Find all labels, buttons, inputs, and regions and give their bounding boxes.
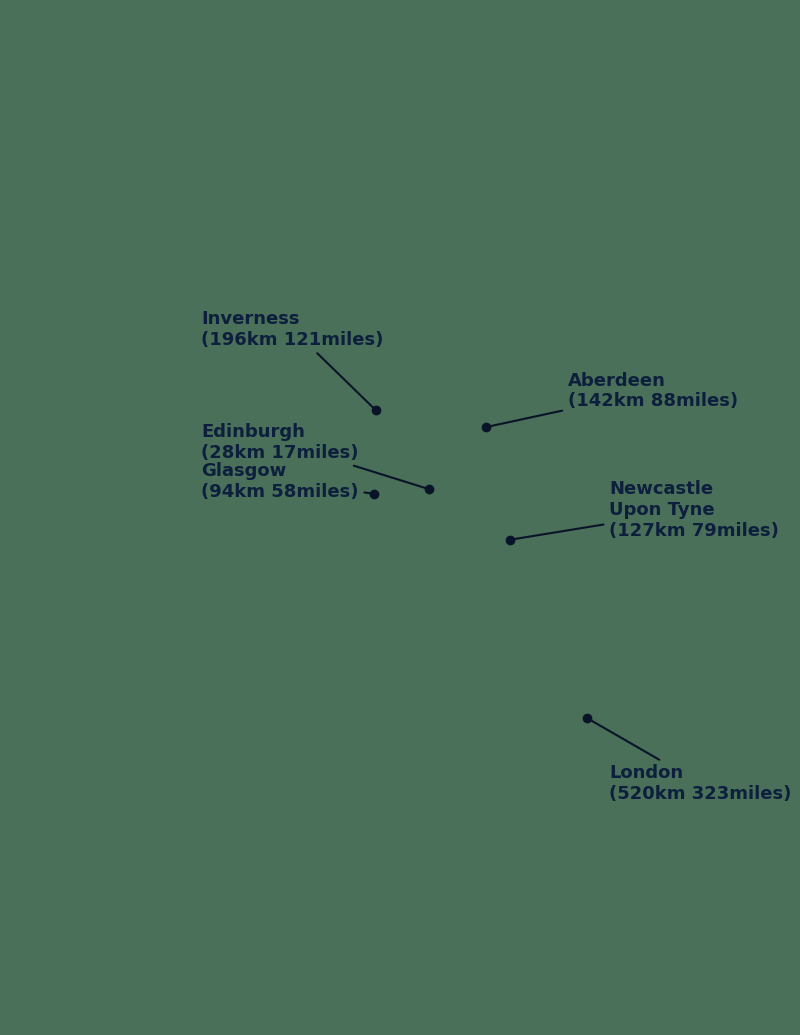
Text: Inverness
(196km 121miles): Inverness (196km 121miles) <box>202 309 384 408</box>
Text: Aberdeen
(142km 88miles): Aberdeen (142km 88miles) <box>488 372 738 426</box>
Text: Edinburgh
(28km 17miles): Edinburgh (28km 17miles) <box>202 423 426 489</box>
Text: Glasgow
(94km 58miles): Glasgow (94km 58miles) <box>202 462 371 501</box>
Text: London
(520km 323miles): London (520km 323miles) <box>590 719 791 803</box>
Text: Newcastle
Upon Tyne
(127km 79miles): Newcastle Upon Tyne (127km 79miles) <box>513 480 779 539</box>
